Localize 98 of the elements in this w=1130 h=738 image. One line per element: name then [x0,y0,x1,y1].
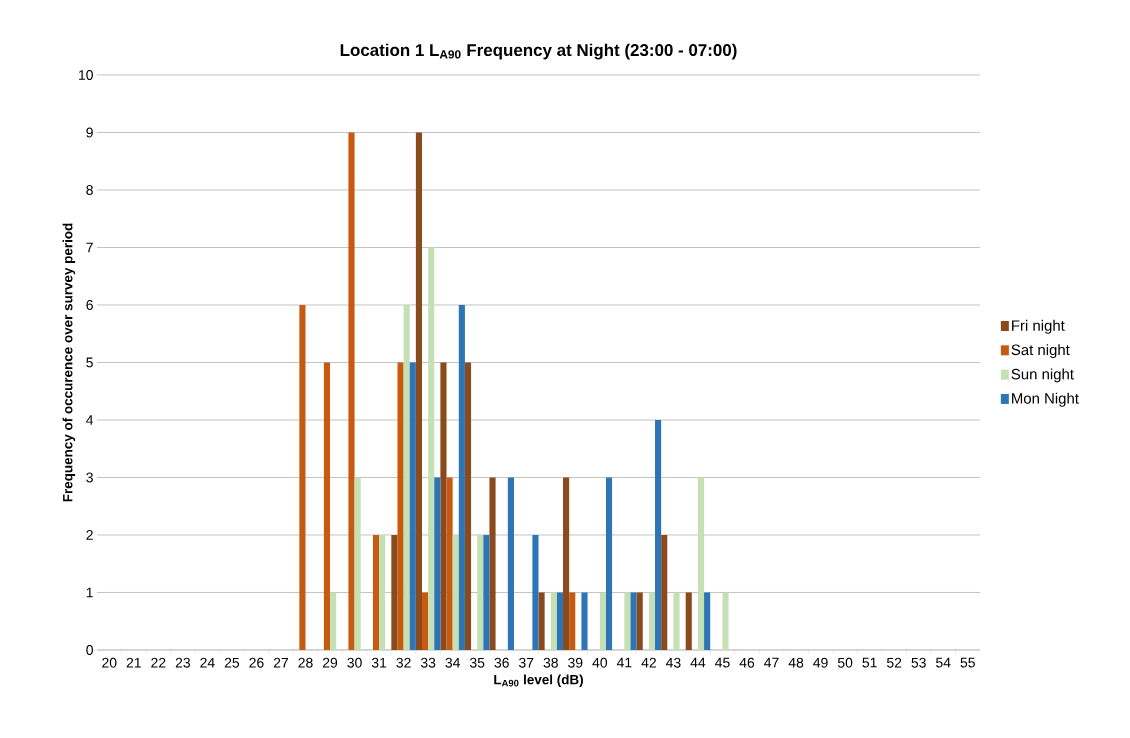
y-tick-label: 2 [86,530,93,540]
bar [704,592,711,650]
bar [569,592,576,650]
bar [673,592,680,650]
bar [409,362,416,650]
bar [630,592,637,650]
x-tick-label: 25 [224,657,240,668]
bar [697,477,705,650]
bar [605,477,613,650]
x-tick-label: 53 [911,657,926,668]
legend-label: Sat night [1011,344,1070,359]
x-tick-label: 54 [936,657,951,668]
x-tick-label: 31 [371,657,387,668]
y-tick-label: 3 [86,472,93,483]
x-tick-label: 50 [837,657,853,668]
bar [354,477,361,650]
bar [434,477,441,650]
bar [636,592,643,650]
bar [477,534,484,650]
x-tick-label: 29 [322,657,338,668]
x-tick-label: 47 [764,657,779,668]
bar [550,592,557,650]
bar [648,592,656,650]
x-tick-label: 48 [788,657,804,668]
bar [538,592,545,650]
x-tick-label: 23 [175,657,190,668]
x-tick-label: 27 [273,657,289,668]
bar [452,534,459,650]
bar [403,304,410,650]
bar [624,592,631,650]
x-tick-label: 45 [715,657,730,668]
bar [661,534,668,650]
x-tick-label: 22 [151,657,166,668]
x-tick-label: 36 [494,657,509,668]
x-tick-label: 42 [641,657,656,668]
chart-title: Location 1 L$_{A90}$ Frequency at Night (23:00 - 07:00) [340,43,737,60]
y-tick-label: 9 [86,127,93,138]
bar [599,592,606,650]
x-tick-label: 41 [616,657,632,668]
bar [422,592,429,650]
legend-label: Mon Night [1012,392,1079,407]
x-tick-label: 35 [469,657,485,668]
y-tick-label: 0 [86,645,93,655]
bar [532,534,539,650]
y-tick-label: 10 [79,70,93,80]
bar [440,362,447,650]
bar [556,592,564,650]
x-tick-label: 28 [298,657,313,668]
x-tick-label: 30 [347,657,362,668]
x-tick-label: 44 [690,657,706,668]
y-tick-label: 4 [86,415,94,425]
x-tick-label: 20 [102,657,117,668]
x-tick-label: 55 [960,657,975,668]
bar [489,477,496,650]
bar [655,419,662,650]
bar [507,477,514,650]
x-tick-label: 39 [568,657,583,668]
legend-label: Sun night [1011,368,1074,383]
bar [372,534,380,650]
x-tick-label: 26 [249,657,264,668]
bar [348,132,355,650]
bar [428,247,435,650]
y-tick-label: 7 [86,242,93,253]
bar [299,304,306,650]
x-tick-label: 33 [420,657,436,668]
bar [397,362,404,650]
y-axis-title: Frequency of occurence over survey period [62,223,76,502]
x-tick-label: 21 [126,657,141,668]
bar [330,592,337,650]
x-tick-label: 24 [200,657,215,668]
bar [391,534,398,650]
bar [685,592,692,650]
x-tick-label: 51 [862,657,877,668]
bar [458,304,465,650]
bar [415,132,422,650]
x-tick-label: 34 [445,657,460,668]
bar [581,592,588,650]
bar [379,534,386,650]
x-tick-label: 52 [886,657,902,668]
y-tick-label: 6 [86,300,93,310]
bar [483,534,490,650]
y-tick-label: 5 [86,357,93,368]
y-tick-label: 1 [86,587,93,598]
x-tick-label: 32 [396,657,411,668]
x-tick-label: 37 [519,657,534,668]
bar [446,477,453,650]
bar [464,362,472,650]
x-tick-label: 46 [739,657,755,668]
legend-label: Fri night [1012,319,1065,334]
bar [563,477,570,650]
y-tick-label: 8 [86,185,93,195]
x-tick-label: 43 [665,657,681,668]
x-tick-label: 49 [813,657,828,668]
bar [722,592,729,650]
x-tick-label: 40 [592,657,608,668]
x-tick-label: 38 [543,657,558,668]
x-axis-title: L$_{A90}$ level (dB) [494,674,583,688]
bar [323,362,331,650]
